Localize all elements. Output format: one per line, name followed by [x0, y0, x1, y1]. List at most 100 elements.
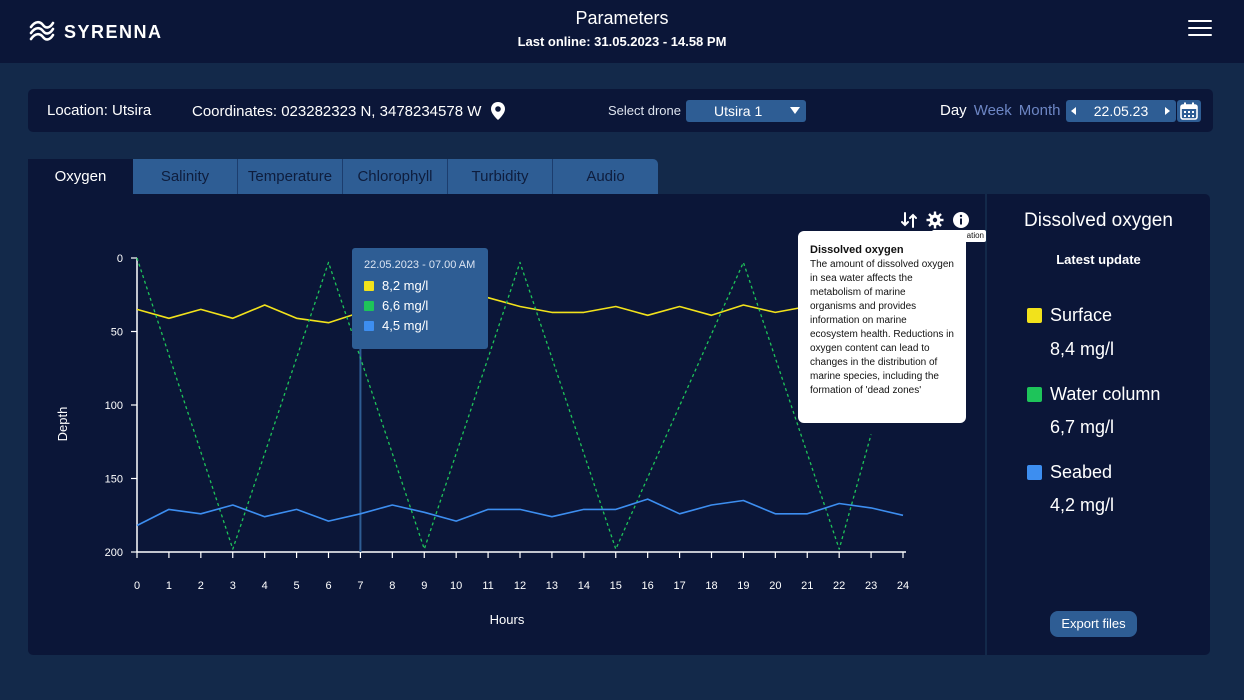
- tooltip-row: 4,5 mg/l: [364, 318, 476, 333]
- water-column-swatch: [1027, 387, 1042, 402]
- caret-down-icon: [790, 107, 800, 114]
- seabed-swatch: [1027, 465, 1042, 480]
- x-tick-label: 0: [134, 580, 140, 592]
- brand-name: SYRENNA: [64, 21, 163, 42]
- metric-surface-label: Surface: [1050, 305, 1113, 325]
- drone-select-value: Utsira 1: [714, 103, 763, 119]
- x-tick-label: 9: [421, 580, 427, 592]
- x-tick-label: 3: [230, 580, 236, 592]
- y-tick-label: 100: [105, 400, 123, 412]
- drone-select[interactable]: Utsira 1: [686, 100, 806, 122]
- metric-seabed-label: Seabed: [1050, 462, 1113, 482]
- metric-water-column-value: 6,7 mg/l: [1050, 417, 1115, 437]
- metric-seabed: Seabed: [1027, 462, 1112, 483]
- period-selector: Day Week Month: [940, 102, 1060, 119]
- x-tick-label: 13: [546, 580, 558, 592]
- info-popup-title: Dissolved oxygen: [810, 244, 904, 256]
- seabed-series-line: [136, 498, 904, 527]
- map-pin-icon[interactable]: [491, 102, 506, 120]
- info-icon[interactable]: [952, 211, 970, 229]
- x-tick-label: 6: [325, 580, 331, 592]
- brand-logo[interactable]: SYRENNA: [28, 18, 163, 46]
- tab-chlorophyll[interactable]: Chlorophyll: [343, 159, 448, 194]
- tab-audio[interactable]: Audio: [553, 159, 658, 194]
- water-column-series-line: [136, 257, 872, 550]
- x-tick-label: 21: [801, 580, 813, 592]
- tab-oxygen[interactable]: Oxygen: [28, 159, 133, 194]
- panel-divider: [985, 194, 987, 655]
- surface-swatch: [1027, 308, 1042, 323]
- metric-seabed-value: 4,2 mg/l: [1050, 495, 1115, 515]
- latest-update-label: Latest update: [1056, 252, 1141, 267]
- tab-turbidity[interactable]: Turbidity: [448, 159, 553, 194]
- tooltip-date: 22.05.2023 - 07.00 AM: [364, 259, 476, 271]
- x-axis-label: Hours: [490, 612, 525, 627]
- x-tick-label: 10: [450, 580, 462, 592]
- location-label: Location: Utsira: [47, 102, 152, 119]
- waves-logo-icon: [29, 20, 55, 41]
- tooltip-row: 8,2 mg/l: [364, 278, 476, 293]
- export-files-button[interactable]: Export files: [1050, 611, 1137, 637]
- tooltip-swatch-water-column: [364, 300, 374, 311]
- x-tick-label: 20: [769, 580, 781, 592]
- last-online-status: Last online: 31.05.2023 - 14.58 PM: [517, 34, 727, 49]
- x-tick-label: 15: [610, 580, 622, 592]
- info-popup-body: The amount of dissolved oxygen in sea wa…: [810, 259, 954, 396]
- x-tick-label: 5: [294, 580, 300, 592]
- tab-salinity[interactable]: Salinity: [133, 159, 238, 194]
- tooltip-swatch-surface: [364, 280, 374, 291]
- select-drone-label: Select drone: [608, 103, 681, 118]
- tooltip-swatch-seabed: [364, 320, 374, 331]
- info-popup: Dissolved oxygen The amount of dissolved…: [798, 231, 966, 423]
- x-tick-label: 2: [198, 580, 204, 592]
- y-tick-label: 150: [105, 474, 123, 486]
- page-title: Parameters: [575, 8, 669, 28]
- chart-data-tooltip: 22.05.2023 - 07.00 AM 8,2 mg/l 6,6 mg/l …: [352, 248, 488, 349]
- metric-surface: Surface: [1027, 305, 1112, 326]
- metric-water-column-label: Water column: [1050, 384, 1161, 404]
- x-tick-label: 11: [482, 580, 493, 592]
- swap-icon[interactable]: [900, 211, 918, 229]
- coordinates: Coordinates: 023282323 N, 3478234578 W: [192, 102, 506, 120]
- period-day[interactable]: Day: [940, 102, 967, 119]
- prev-date-icon[interactable]: [1071, 107, 1076, 115]
- coordinates-label: Coordinates: 023282323 N, 3478234578 W: [192, 102, 482, 120]
- x-tick-label: 16: [642, 580, 654, 592]
- tooltip-value-seabed: 4,5 mg/l: [382, 318, 429, 333]
- x-tick-label: 24: [897, 580, 909, 592]
- x-tick-label: 7: [357, 580, 363, 592]
- metric-water-column: Water column: [1027, 384, 1160, 405]
- menu-icon[interactable]: [1188, 20, 1212, 38]
- x-tick-label: 17: [673, 580, 685, 592]
- calendar-icon: [1180, 102, 1198, 120]
- period-month[interactable]: Month: [1018, 102, 1061, 119]
- x-tick-label: 8: [389, 580, 395, 592]
- y-axis-label: Depth: [55, 407, 70, 442]
- date-picker[interactable]: 22.05.23: [1066, 100, 1176, 122]
- main-panel: [28, 194, 1210, 655]
- gear-icon[interactable]: [926, 211, 944, 229]
- tab-temperature[interactable]: Temperature: [238, 159, 343, 194]
- x-tick-label: 19: [737, 580, 749, 592]
- next-date-icon[interactable]: [1165, 107, 1170, 115]
- date-value: 22.05.23: [1093, 103, 1149, 119]
- x-tick-label: 14: [578, 580, 590, 592]
- parameter-tabs: Oxygen Salinity Temperature Chlorophyll …: [28, 159, 658, 194]
- side-title: Dissolved oxygen: [1024, 210, 1173, 231]
- info-bar: Location: Utsira Coordinates: 023282323 …: [28, 89, 1213, 132]
- period-week[interactable]: Week: [973, 102, 1012, 119]
- calendar-button[interactable]: [1177, 100, 1201, 122]
- chart-tools: [900, 211, 970, 229]
- y-tick-label: 200: [105, 547, 123, 559]
- y-tick-label: 0: [117, 253, 123, 265]
- top-bar: SYRENNA Parameters Last online: 31.05.20…: [0, 0, 1244, 63]
- x-tick-label: 1: [166, 580, 172, 592]
- x-tick-label: 4: [262, 580, 268, 592]
- tooltip-value-water-column: 6,6 mg/l: [382, 298, 429, 313]
- tooltip-value-surface: 8,2 mg/l: [382, 278, 429, 293]
- x-tick-label: 12: [514, 580, 526, 592]
- x-tick-label: 22: [833, 580, 845, 592]
- tooltip-row: 6,6 mg/l: [364, 298, 476, 313]
- y-tick-label: 50: [111, 327, 123, 339]
